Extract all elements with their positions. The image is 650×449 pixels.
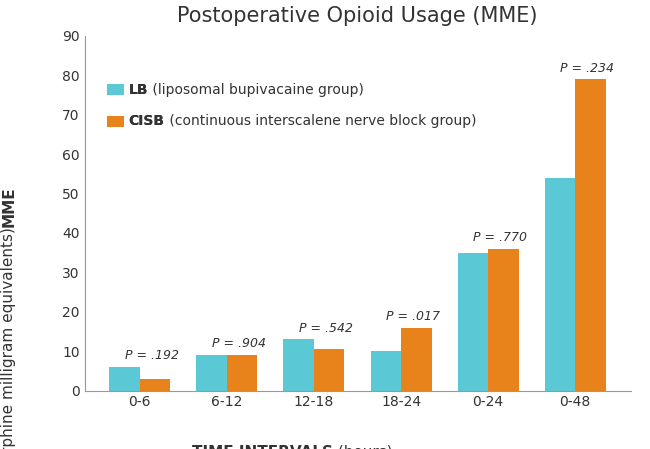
Title: Postoperative Opioid Usage (MME): Postoperative Opioid Usage (MME) [177, 6, 538, 26]
Text: MME: MME [1, 186, 16, 227]
Text: (morphine milligram equivalents): (morphine milligram equivalents) [1, 227, 16, 449]
Text: P = .017: P = .017 [386, 310, 440, 323]
Text: P = .192: P = .192 [125, 349, 179, 362]
Text: P = .904: P = .904 [212, 338, 266, 350]
Bar [545, 178, 575, 391]
Bar [458, 253, 488, 391]
Bar [140, 379, 170, 391]
Bar [401, 328, 432, 391]
Text: CISB: CISB [129, 114, 164, 128]
Text: P = .542: P = .542 [299, 321, 353, 335]
Text: (liposomal bupivacaine group): (liposomal bupivacaine group) [148, 83, 364, 97]
Text: (continuous interscalene nerve block group): (continuous interscalene nerve block gro… [164, 114, 476, 128]
Text: P = .770: P = .770 [473, 231, 527, 244]
Text: LB: LB [129, 83, 148, 97]
Bar [227, 355, 257, 391]
Bar [314, 349, 344, 391]
Bar [370, 351, 401, 391]
Text: P = .234: P = .234 [560, 62, 614, 75]
Text: CISB: CISB [129, 114, 164, 128]
Bar [196, 355, 227, 391]
Bar [283, 339, 314, 391]
Text: LB: LB [129, 83, 148, 97]
Bar [575, 79, 606, 391]
Bar [488, 249, 519, 391]
Bar [109, 367, 140, 391]
Text: TIME INTERVALS: TIME INTERVALS [192, 445, 333, 449]
Text: (hours): (hours) [333, 445, 393, 449]
